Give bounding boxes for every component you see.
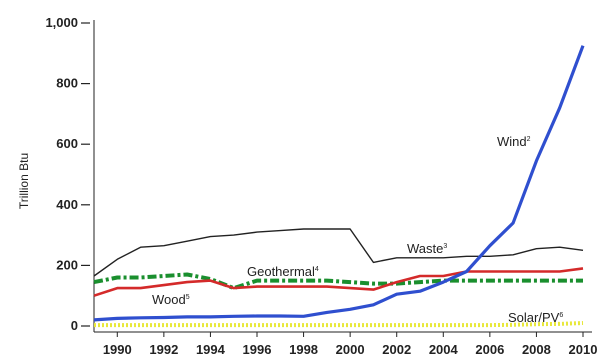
y-tick-label: 800 — [56, 76, 78, 91]
series-line-waste — [93, 228, 584, 277]
series-label-footnote: 3 — [443, 243, 447, 250]
x-ticks: 1990 1992 1994 1996 1998 2000 2002 2004 2006 2008… — [103, 332, 598, 357]
series-line-geothermal — [93, 272, 583, 291]
series-line-wind — [93, 45, 585, 322]
series-label-wind: Wind2 — [497, 134, 531, 149]
series-label-solar-pv: Solar/PV6 — [508, 310, 563, 325]
y-axis-title: Trillion Btu — [17, 153, 31, 209]
axes — [93, 20, 592, 333]
series-label-text: Waste — [407, 241, 443, 256]
series-label-footnote: 6 — [559, 312, 563, 319]
series-label-text: Geothermal — [247, 264, 315, 279]
x-tick-label: 2008 — [522, 342, 551, 357]
y-tick-label: 0 — [71, 318, 78, 333]
series-label-footnote: 5 — [186, 294, 190, 301]
x-tick-label: 2006 — [475, 342, 504, 357]
series-label-text: Solar/PV — [508, 310, 560, 325]
y-tick-label: 400 — [56, 197, 78, 212]
y-tick-label: 200 — [56, 257, 78, 272]
x-tick-label: 2000 — [336, 342, 365, 357]
y-tick-label: 1,000 — [45, 15, 78, 30]
x-tick-label: 1998 — [289, 342, 318, 357]
series-label-text: Wood — [152, 292, 186, 307]
series-lines — [93, 45, 585, 328]
x-tick-label: 1992 — [149, 342, 178, 357]
x-tick-label: 1990 — [103, 342, 132, 357]
series-labels: Waste3 Geothermal4 Wood5 Wind2 Solar/PV6 — [152, 134, 563, 325]
series-label-wood: Wood5 — [152, 292, 190, 307]
series-label-text: Wind — [497, 134, 527, 149]
series-line-wood — [93, 267, 584, 297]
x-tick-label: 2004 — [429, 342, 459, 357]
x-tick-label: 1996 — [243, 342, 272, 357]
series-label-geothermal: Geothermal4 — [247, 264, 319, 279]
series-label-footnote: 2 — [527, 136, 531, 143]
series-line-solar-pv — [94, 321, 584, 328]
series-label-waste: Waste3 — [407, 241, 447, 256]
x-tick-label: 1994 — [196, 342, 226, 357]
x-tick-label: 2002 — [382, 342, 411, 357]
x-tick-label: 2010 — [569, 342, 598, 357]
y-tick-label: 600 — [56, 136, 78, 151]
series-label-footnote: 4 — [315, 266, 319, 273]
y-ticks: 0 200 400 600 800 1,000 — [45, 15, 90, 333]
